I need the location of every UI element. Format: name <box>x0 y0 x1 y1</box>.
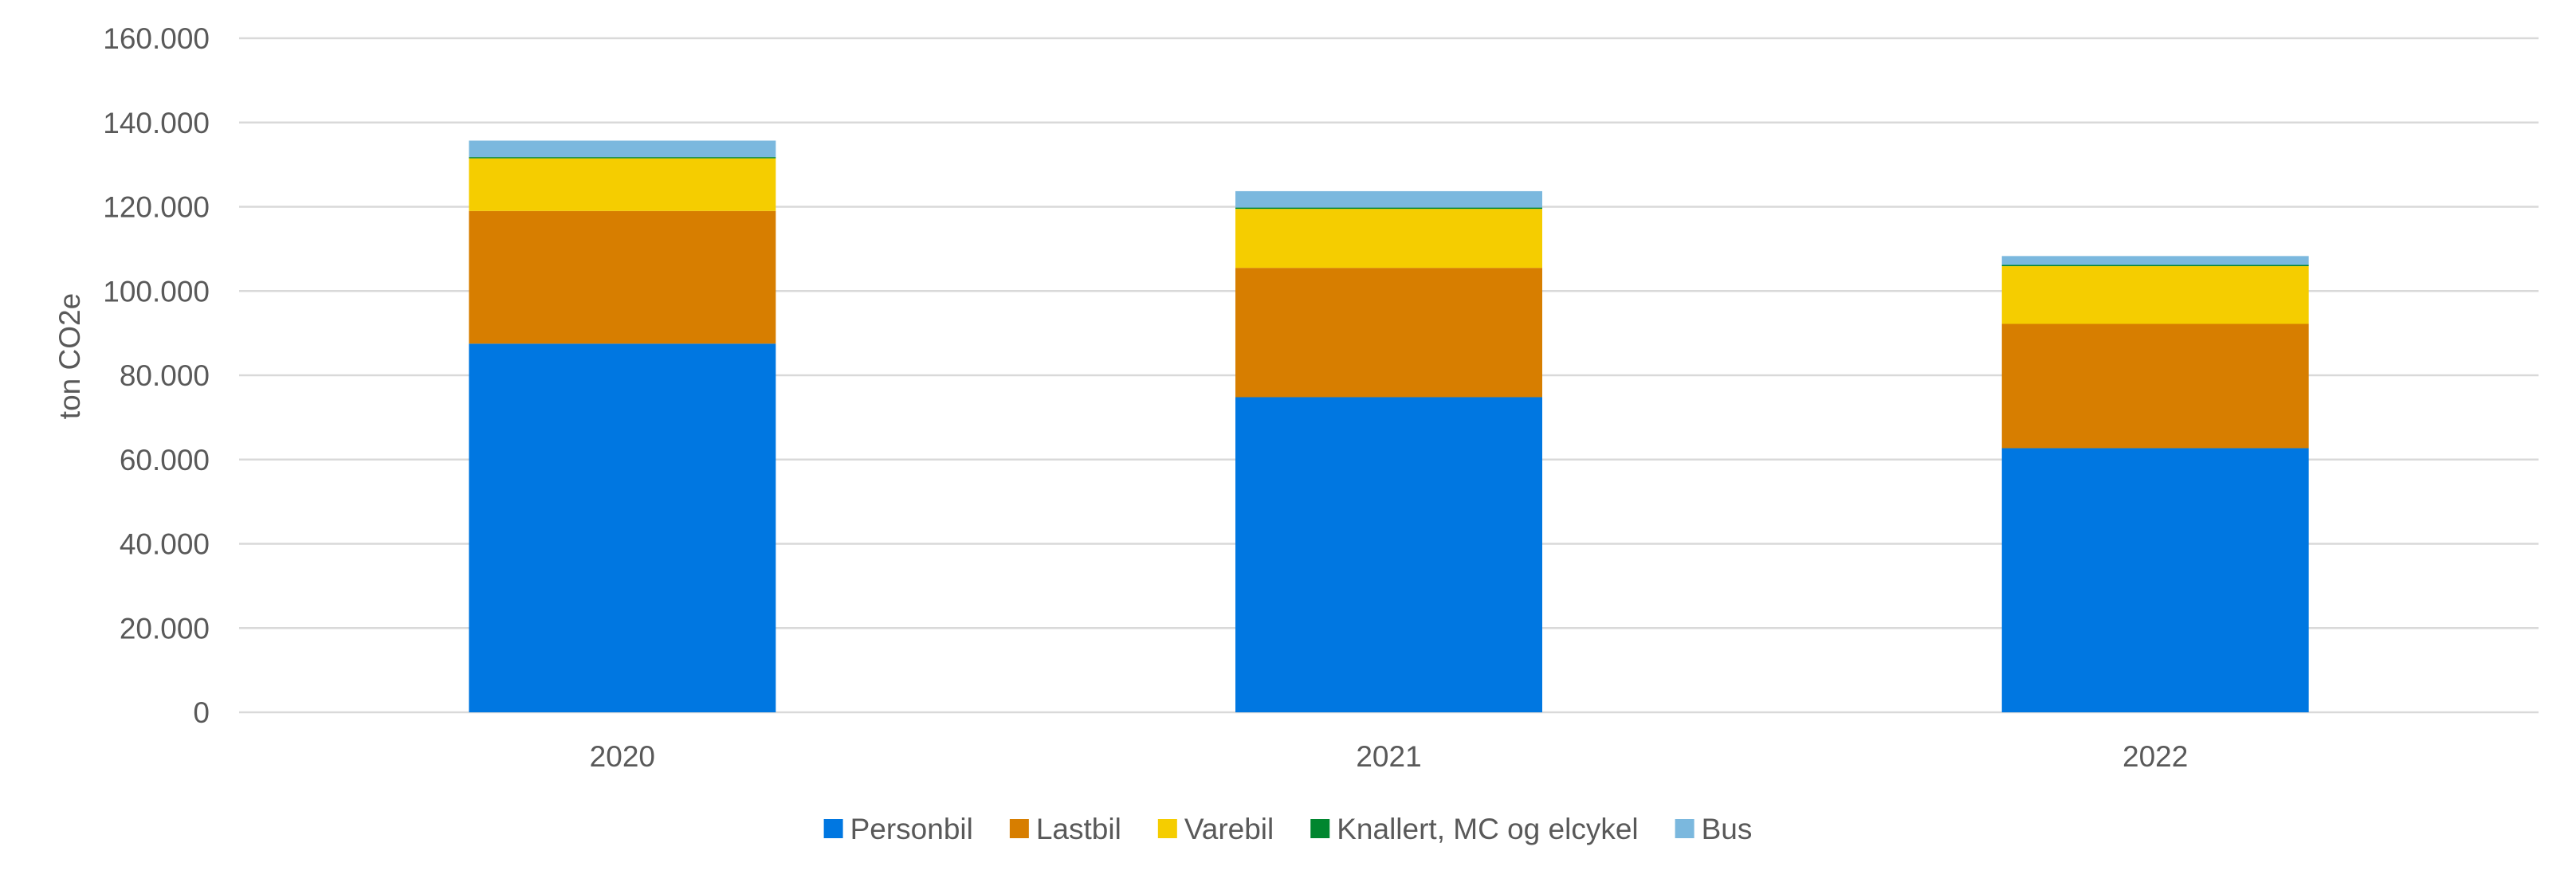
bar-segment-bus-2021 <box>1235 190 1542 208</box>
bar-segment-bus-2020 <box>469 140 776 158</box>
legend-swatch <box>1009 819 1029 838</box>
y-tick-label: 100.000 <box>103 275 210 308</box>
bar-segment-lastbil-2021 <box>1235 268 1542 398</box>
bar-segment-personbil-2021 <box>1235 397 1542 712</box>
legend-label: Personbil <box>850 813 973 845</box>
legend-item-varebil: Varebil <box>1157 813 1274 845</box>
legend-label: Bus <box>1702 813 1753 845</box>
bar-segment-personbil-2022 <box>2001 448 2309 712</box>
bar-segment-knallert-mc-og-elcykel-2020 <box>469 157 776 159</box>
y-axis-ticks: 0 20.000 40.000 60.000 80.000 100.000 120.000 1… <box>103 22 210 729</box>
x-axis-ticks: 2020 2021 2022 <box>590 740 2189 773</box>
bar-segment-knallert-mc-og-elcykel-2021 <box>1235 207 1542 210</box>
legend-item-lastbil: Lastbil <box>1009 813 1121 845</box>
legend-label: Lastbil <box>1036 813 1121 845</box>
y-tick-label: 40.000 <box>120 528 210 561</box>
y-tick-label: 0 <box>193 696 210 729</box>
x-tick-label: 2020 <box>590 740 655 773</box>
y-axis-label: ton CO2e <box>53 293 86 419</box>
legend-item-personbil: Personbil <box>823 813 973 845</box>
legend-swatch <box>823 819 843 838</box>
legend: Personbil Lastbil Varebil Knallert, MC og e… <box>823 813 1753 845</box>
bar-segment-lastbil-2022 <box>2001 323 2309 449</box>
bar-segment-varebil-2020 <box>469 158 776 211</box>
bar-segment-lastbil-2020 <box>469 210 776 344</box>
legend-item-knallert-mc-og-elcykel: Knallert, MC og elcykel <box>1310 813 1639 845</box>
y-tick-label: 140.000 <box>103 107 210 139</box>
bar-segment-knallert-mc-og-elcykel-2022 <box>2001 265 2309 267</box>
bar-segment-bus-2022 <box>2001 256 2309 265</box>
y-tick-label: 80.000 <box>120 359 210 392</box>
legend-swatch <box>1675 819 1694 838</box>
bar-segment-varebil-2022 <box>2001 266 2309 324</box>
legend-swatch <box>1310 819 1330 838</box>
y-tick-label: 160.000 <box>103 22 210 55</box>
legend-item-bus: Bus <box>1675 813 1753 845</box>
legend-label: Varebil <box>1184 813 1274 845</box>
legend-label: Knallert, MC og elcykel <box>1337 813 1638 845</box>
y-tick-label: 120.000 <box>103 191 210 224</box>
y-tick-label: 60.000 <box>120 444 210 476</box>
y-tick-label: 20.000 <box>120 612 210 645</box>
x-tick-label: 2021 <box>1356 740 1421 773</box>
bar-segment-varebil-2021 <box>1235 209 1542 269</box>
bar-segment-personbil-2020 <box>469 343 776 712</box>
legend-swatch <box>1157 819 1177 838</box>
bars <box>469 140 2309 712</box>
x-tick-label: 2022 <box>2122 740 2188 773</box>
